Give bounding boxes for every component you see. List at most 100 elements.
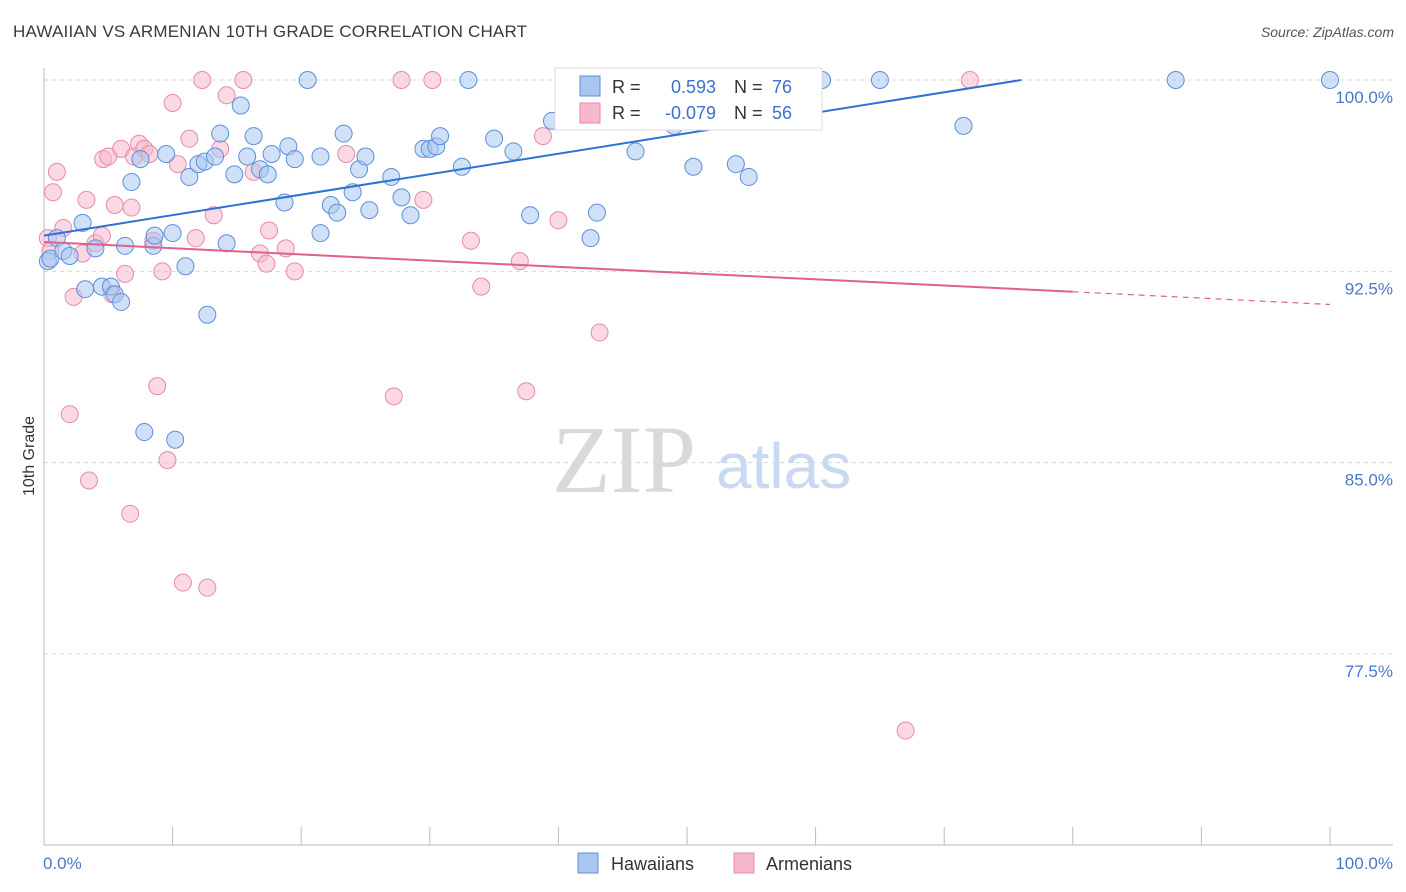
hawaiian-point [1166, 71, 1185, 89]
hawaiian-point [225, 165, 244, 184]
hawaiian-point [328, 203, 347, 222]
hawaiian-point [198, 305, 217, 324]
hawaiian-point [626, 142, 645, 161]
hawaiian-point [180, 167, 199, 186]
armenians-trendline [43, 240, 1073, 293]
armenian-point [392, 71, 411, 89]
hawaiian-point [392, 188, 411, 207]
hawaiian-point [122, 173, 141, 192]
armenian-point [173, 573, 192, 592]
hawaiians-trendline [43, 79, 1022, 237]
hawaiian-point [587, 203, 606, 222]
armenian-point [116, 264, 135, 283]
axes [43, 68, 1393, 846]
hawaiian-point [244, 127, 263, 146]
hawaiian-point [401, 206, 420, 225]
armenian-point [549, 211, 568, 230]
armenian-point [80, 471, 99, 490]
hawaiian-point [298, 71, 317, 89]
legend-swatch-hawaiians [577, 852, 599, 874]
y-tick-labels: 100.0% 92.5% 85.0% 77.5% [1335, 88, 1393, 681]
armenian-point [60, 405, 79, 424]
y-tick-label: 85.0% [1345, 471, 1393, 490]
armenian-point [285, 262, 304, 281]
armenian-point [896, 721, 915, 740]
y-tick-label: 92.5% [1345, 279, 1393, 298]
hawaiian-point [112, 292, 131, 311]
armenian-point [44, 183, 63, 202]
x-tick-label-right: 100.0% [1335, 854, 1393, 873]
hawaiian-point [145, 226, 164, 245]
hawaiian-point [726, 155, 745, 174]
hawaiian-point [211, 124, 230, 143]
armenian-point [384, 387, 403, 406]
hawaiian-point [334, 124, 353, 143]
armenian-point [472, 277, 491, 296]
legend-label-armenians: Armenians [766, 854, 852, 874]
hawaiian-point [954, 116, 973, 135]
hawaiian-point [231, 96, 250, 115]
hawaiian-point [86, 239, 105, 258]
armenian-point [461, 231, 480, 250]
stats-n-value-armenians: 56 [772, 103, 792, 123]
armenian-point [260, 221, 279, 240]
hawaiian-point [485, 129, 504, 148]
armenian-point [337, 144, 356, 163]
stats-swatch-hawaiians [579, 75, 601, 97]
trendlines [43, 79, 1331, 306]
armenian-point [533, 127, 552, 146]
armenian-point [163, 93, 182, 112]
legend: Hawaiians Armenians [577, 852, 852, 874]
legend-label-hawaiians: Hawaiians [611, 854, 694, 874]
stats-n-label: N = [734, 103, 763, 123]
y-tick-label: 100.0% [1335, 88, 1393, 107]
y-tick-label: 77.5% [1345, 662, 1393, 681]
hawaiian-point [163, 224, 182, 243]
watermark-atlas: atlas [716, 430, 851, 502]
hawaiian-point [73, 213, 92, 232]
armenians-trendline-extension [1072, 291, 1331, 306]
armenian-point [105, 196, 124, 215]
stats-n-label: N = [734, 77, 763, 97]
armenian-point [217, 86, 236, 105]
stats-swatch-armenians [579, 102, 601, 124]
stats-box: R = 0.593 N = 76 R = -0.079 N = 56 [554, 67, 823, 131]
armenian-point [510, 252, 529, 271]
hawaiian-point [459, 71, 478, 89]
armenian-point [180, 129, 199, 148]
stats-r-label: R = [612, 103, 641, 123]
hawaiian-point [521, 206, 540, 225]
hawaiian-point [431, 127, 450, 146]
hawaiian-point [739, 167, 758, 186]
hawaiian-point [166, 430, 185, 449]
hawaiian-point [311, 224, 330, 243]
armenian-point [148, 377, 167, 396]
hawaiian-point [60, 247, 79, 266]
hawaiian-point [176, 257, 195, 276]
hawaiian-point [1321, 71, 1339, 89]
watermark: ZIP atlas [552, 406, 851, 513]
armenian-point [257, 254, 276, 273]
x-tick-label-left: 0.0% [43, 854, 82, 873]
hawaiian-point [870, 71, 889, 89]
stats-r-value-hawaiians: 0.593 [671, 77, 716, 97]
hawaiian-point [206, 147, 225, 166]
armenian-point [423, 71, 442, 89]
armenian-point [47, 162, 66, 181]
hawaiian-point [684, 157, 703, 176]
chart-title: HAWAIIAN VS ARMENIAN 10TH GRADE CORRELAT… [13, 22, 528, 41]
gridlines [44, 79, 1393, 655]
watermark-zip: ZIP [552, 406, 696, 513]
hawaiian-point [382, 167, 401, 186]
hawaiian-point [285, 150, 304, 169]
armenian-point [234, 71, 253, 89]
hawaiian-point [504, 142, 523, 161]
armenian-point [414, 190, 433, 209]
legend-swatch-armenians [733, 852, 755, 874]
hawaiian-point [262, 144, 281, 163]
hawaiian-point [238, 147, 257, 166]
hawaiian-point [452, 157, 471, 176]
stats-r-value-armenians: -0.079 [665, 103, 716, 123]
armenian-point [590, 323, 609, 342]
